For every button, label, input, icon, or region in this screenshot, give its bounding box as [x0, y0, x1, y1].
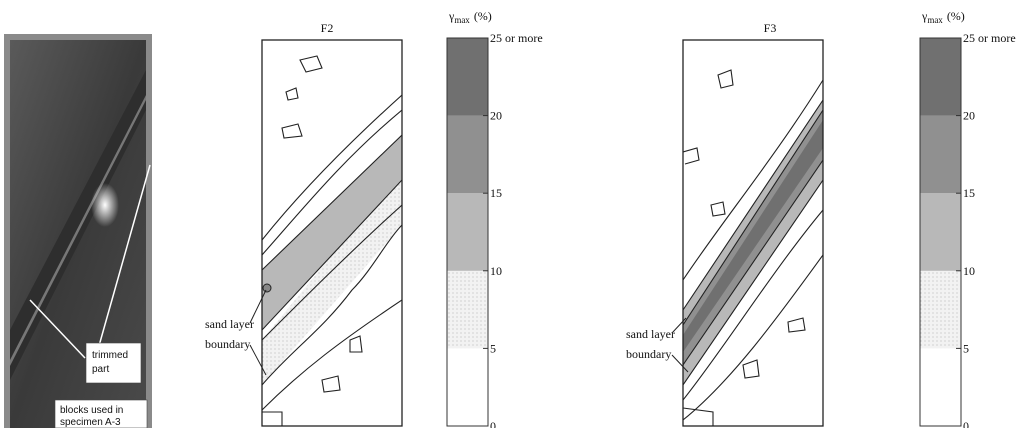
figure: trimmed part blocks used in specimen A-3… — [0, 0, 1017, 428]
contour-panel — [262, 40, 402, 426]
panel-title: F3 — [764, 21, 777, 35]
colorbar-subscript: max — [927, 15, 943, 25]
colorbar-tick-label: 10 — [963, 264, 975, 278]
colorbar-band — [447, 193, 488, 271]
colorbar-band — [920, 116, 961, 194]
photo-label: blocks used in — [60, 405, 123, 416]
colorbar-tick-label: 15 — [963, 186, 975, 200]
colorbar-subscript: max — [454, 15, 470, 25]
annotation: sand layer — [205, 317, 254, 331]
colorbar-band — [447, 38, 488, 116]
colorbar-unit: (%) — [947, 9, 965, 23]
annotation: boundary — [205, 337, 250, 351]
colorbar-band — [447, 271, 488, 349]
colorbar-tick-label: 20 — [963, 109, 975, 123]
colorbar-tick-label: 15 — [490, 186, 502, 200]
colorbar-tick-label: 25 or more — [490, 31, 543, 45]
annotation: sand layer — [626, 327, 675, 341]
colorbar-band — [447, 116, 488, 194]
colorbar-unit: (%) — [474, 9, 492, 23]
colorbar-band — [447, 348, 488, 426]
colorbar-band — [920, 193, 961, 271]
colorbar-band — [920, 348, 961, 426]
colorbar-tick-label: 0 — [963, 419, 969, 428]
colorbar-tick-label: 20 — [490, 109, 502, 123]
panel-title: F2 — [321, 21, 334, 35]
colorbar-band — [920, 271, 961, 349]
colorbar-tick-label: 25 or more — [963, 31, 1016, 45]
colorbar-tick-label: 5 — [963, 341, 969, 355]
colorbar-tick-label: 5 — [490, 341, 496, 355]
photo-label: trimmed — [92, 350, 128, 361]
annotation: boundary — [626, 347, 671, 361]
colorbar-tick-label: 10 — [490, 264, 502, 278]
photo: trimmed part blocks used in specimen A-3 — [4, 34, 152, 428]
colorbar-title: γmax(%) — [921, 9, 965, 25]
photo-label: specimen A-3 — [60, 417, 121, 428]
colorbar-band — [920, 38, 961, 116]
photo-label: part — [92, 364, 109, 375]
colorbar-title: γmax(%) — [448, 9, 492, 25]
contour-panel — [683, 40, 823, 426]
colorbar-tick-label: 0 — [490, 419, 496, 428]
